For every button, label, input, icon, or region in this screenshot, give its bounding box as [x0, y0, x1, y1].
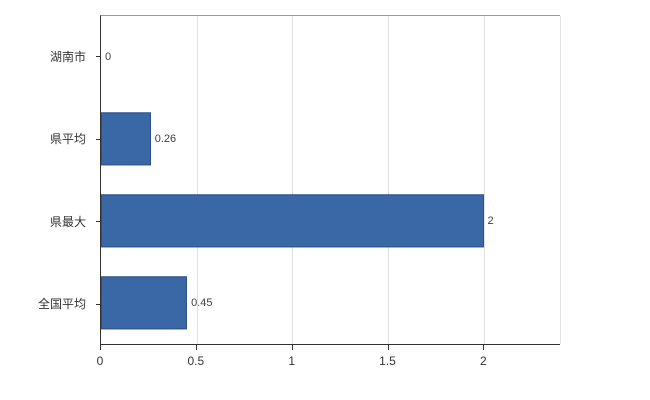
bar-value-label: 0 [105, 51, 112, 63]
x-axis-tick [483, 345, 485, 350]
category-label: 湖南市 [49, 49, 86, 64]
bar-県平均 [101, 112, 151, 166]
x-axis-tick [387, 345, 389, 350]
gridline [560, 16, 561, 344]
bar-全国平均 [101, 276, 188, 330]
bar-row: 2 [101, 180, 560, 262]
gridline [483, 16, 485, 344]
bar-rows: 0 0.26 2 0.45 [101, 16, 560, 344]
bar-row: 0.26 [101, 98, 560, 180]
x-axis-tick [100, 345, 101, 350]
x-axis-tick-label: 0 [96, 354, 104, 368]
bar-row: 0.45 [101, 262, 560, 344]
y-axis-tick [96, 56, 100, 58]
plot-area: 0 0.26 2 0.45 [100, 15, 561, 345]
bar-value-label: 2 [487, 215, 494, 227]
bar-value-label: 0.45 [191, 297, 213, 309]
gridline [196, 16, 198, 344]
y-axis-tick [96, 221, 100, 223]
x-axis-tick-label: 1.5 [379, 354, 396, 368]
category-label: 県最大 [49, 214, 86, 229]
category-axis-labels: 湖南市県平均県最大全国平均 [0, 15, 92, 345]
bar-県最大 [101, 194, 484, 248]
category-label: 全国平均 [37, 297, 86, 312]
x-axis-tick-label: 0.5 [187, 354, 205, 368]
bar-row: 0 [101, 16, 560, 98]
gridline [387, 16, 389, 344]
y-axis-tick [96, 303, 100, 305]
y-axis-tick [96, 138, 100, 140]
x-axis-tick-label: 1 [288, 354, 295, 368]
bar-value-label: 0.26 [154, 133, 177, 145]
category-label: 県平均 [49, 132, 86, 147]
gridline [292, 16, 294, 344]
x-axis-tick-label: 2 [479, 354, 487, 368]
x-axis-tick [195, 345, 197, 350]
x-axis-tick [291, 345, 293, 350]
